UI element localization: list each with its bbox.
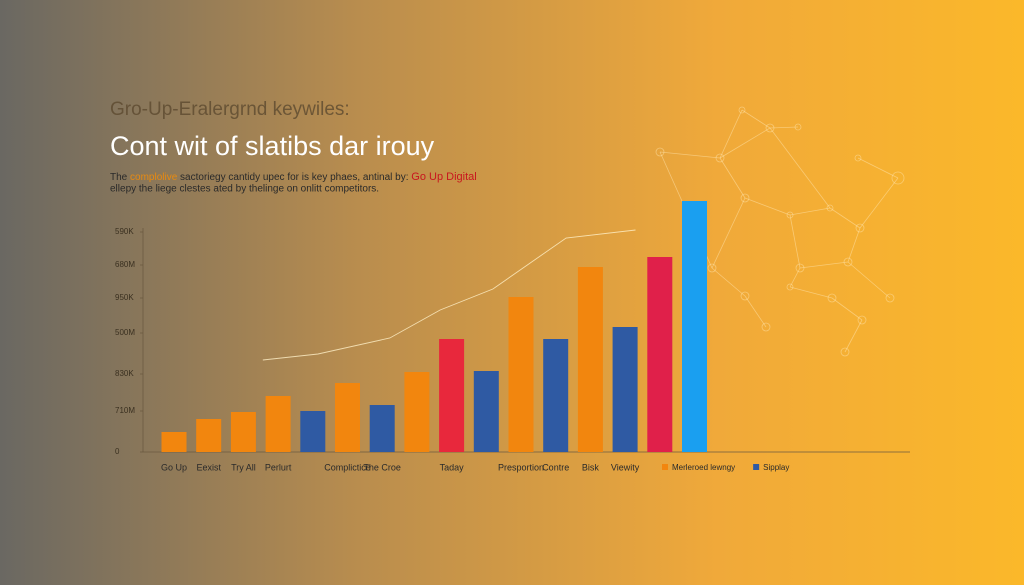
bar — [300, 411, 326, 452]
x-tick-label: Try All — [231, 462, 256, 472]
subtitle-part: complolive — [130, 172, 178, 183]
subtitle-brand: Go Up Digital — [411, 171, 476, 183]
bar — [404, 372, 430, 452]
x-tick-label: Eexist — [196, 462, 221, 472]
x-tick-label: Perlurt — [265, 462, 292, 472]
y-tick-label: 950K — [115, 293, 134, 302]
x-tick-label: Go Up — [161, 462, 187, 472]
y-tick-label: 710M — [115, 406, 135, 415]
bar — [612, 327, 638, 452]
subtitle-part: sactoriegy cantidy upec for is key phaes… — [177, 172, 411, 183]
y-tick-label: 0 — [115, 447, 120, 456]
legend-label: Sipplay — [763, 463, 789, 472]
overline: Gro-Up-Eralergrnd keywiles: — [110, 99, 350, 120]
x-tick-label: Taday — [440, 462, 465, 472]
bar — [161, 432, 187, 452]
bar — [647, 257, 673, 452]
bar — [508, 297, 534, 452]
x-tick-label: Presportion — [498, 462, 544, 472]
legend-swatch — [753, 464, 760, 470]
y-tick-label: 590K — [115, 227, 134, 236]
bar — [369, 405, 395, 452]
subtitle-part: The — [110, 172, 130, 183]
bar — [439, 339, 465, 452]
bar — [473, 371, 499, 452]
subtitle: ellepy the liege clestes ated by theling… — [110, 184, 379, 195]
x-tick-label: Complictice — [324, 462, 371, 472]
chart-title: Cont wit of slatibs dar irouy — [110, 131, 435, 161]
legend-label: Merleroed lewngy — [672, 463, 735, 472]
bar — [335, 383, 360, 452]
bar — [577, 267, 603, 452]
subtitle: The complolive sactoriegy cantidy upec f… — [110, 171, 477, 183]
y-tick-label: 830K — [115, 369, 134, 378]
x-tick-label: Bisk — [582, 462, 600, 472]
x-tick-label: Contre — [542, 462, 569, 472]
bar — [543, 339, 569, 452]
x-tick-label: The Croe — [363, 462, 401, 472]
trend-line — [262, 229, 636, 361]
y-tick-label: 500M — [115, 328, 135, 337]
x-tick-label: Viewity — [611, 462, 640, 472]
y-tick-label: 680M — [115, 260, 135, 269]
bar — [265, 396, 291, 452]
legend-swatch — [662, 464, 668, 470]
bar — [230, 412, 256, 452]
bar — [682, 201, 707, 452]
bar — [196, 419, 222, 452]
